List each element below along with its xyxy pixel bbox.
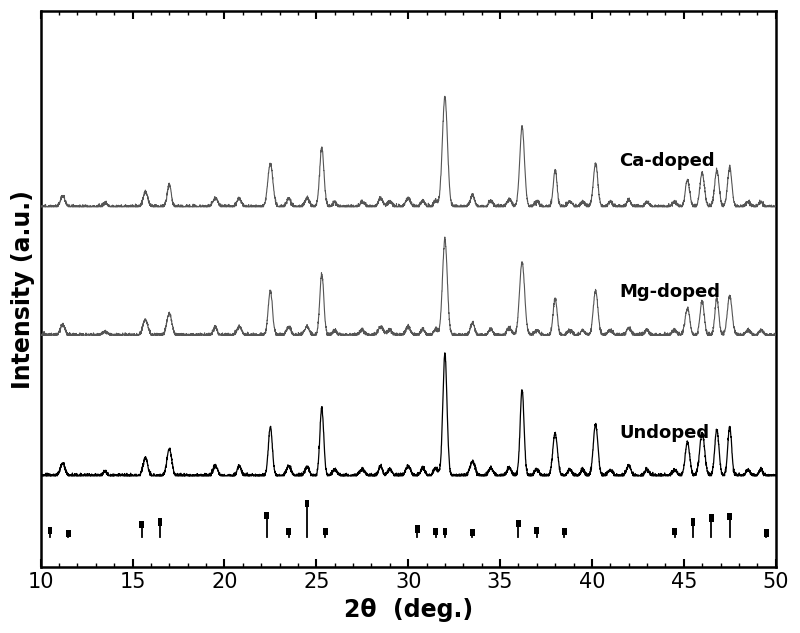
Bar	[709, 515, 714, 522]
Bar	[690, 518, 695, 526]
Bar	[727, 513, 732, 520]
Bar	[139, 521, 144, 529]
Bar	[415, 525, 420, 532]
Bar	[158, 518, 162, 526]
Bar	[672, 528, 677, 535]
Bar	[516, 520, 521, 527]
Bar	[534, 527, 539, 534]
Y-axis label: Intensity (a.u.): Intensity (a.u.)	[11, 190, 35, 389]
Bar	[562, 528, 566, 535]
Text: Mg-doped: Mg-doped	[619, 283, 721, 301]
Bar	[442, 528, 447, 535]
Bar	[264, 511, 269, 519]
Bar	[434, 528, 438, 535]
Bar	[66, 530, 70, 537]
Bar	[323, 528, 328, 535]
Bar	[764, 529, 769, 537]
Bar	[47, 527, 52, 534]
Text: Undoped: Undoped	[619, 423, 710, 442]
Bar	[305, 499, 310, 507]
Bar	[470, 529, 474, 536]
Bar	[286, 528, 291, 535]
X-axis label: 2θ  (deg.): 2θ (deg.)	[343, 598, 473, 622]
Text: Ca-doped: Ca-doped	[619, 152, 715, 170]
